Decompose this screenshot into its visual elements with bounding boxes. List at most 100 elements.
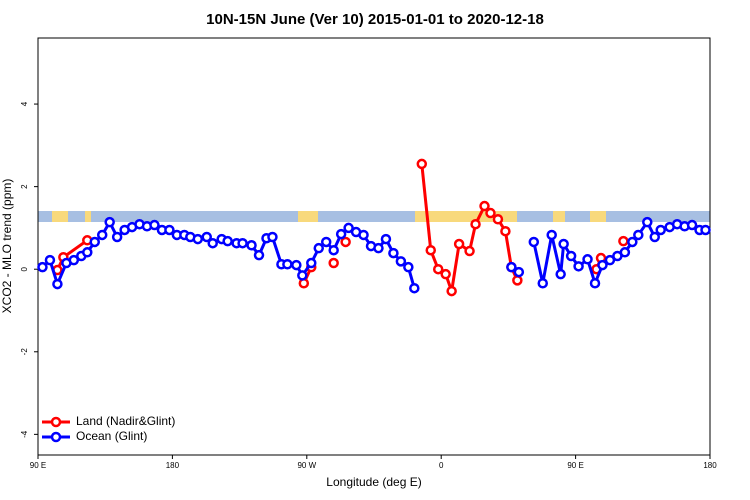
land-patch: [590, 211, 606, 222]
data-point: [96, 229, 108, 241]
data-point: [237, 237, 248, 249]
data-point: [343, 222, 354, 234]
y-tick-label: 0: [20, 266, 29, 271]
data-point: [340, 236, 351, 248]
x-tick-label: 180: [166, 461, 180, 470]
data-point: [320, 236, 332, 248]
legend-label: Ocean (Glint): [76, 429, 147, 443]
data-point: [453, 238, 465, 250]
data-point: [633, 229, 644, 241]
land-patch: [553, 211, 565, 222]
data-point: [655, 224, 666, 236]
land-patch: [415, 211, 517, 222]
y-tick-label: 2: [20, 184, 29, 189]
data-point: [409, 282, 420, 294]
y-tick-label: -4: [20, 430, 29, 438]
data-point: [111, 231, 123, 243]
data-point: [642, 216, 653, 228]
data-point: [297, 270, 308, 281]
data-point: [291, 259, 302, 271]
land-patch: [52, 211, 68, 222]
data-point: [582, 254, 593, 265]
data-point: [403, 261, 414, 273]
data-point: [282, 259, 293, 270]
data-point: [627, 236, 638, 248]
data-point: [546, 229, 557, 241]
data-point: [82, 247, 93, 258]
data-point: [485, 207, 496, 219]
data-point: [335, 228, 347, 240]
data-point: [164, 224, 175, 236]
data-point: [432, 263, 444, 275]
data-point: [380, 233, 392, 245]
x-tick-label: 90 W: [297, 461, 316, 470]
legend-marker: [50, 431, 62, 443]
data-point: [512, 275, 523, 286]
legend-marker: [50, 416, 62, 428]
data-point: [565, 250, 577, 262]
data-point: [479, 200, 490, 212]
data-point: [89, 236, 100, 248]
data-point: [649, 231, 660, 243]
data-point: [207, 237, 218, 249]
data-point: [686, 219, 698, 231]
data-point: [68, 254, 80, 266]
data-point: [44, 254, 56, 266]
land-patch: [298, 211, 318, 222]
data-point: [604, 254, 616, 266]
data-point: [700, 224, 711, 236]
data-point: [513, 266, 525, 278]
data-point: [618, 235, 629, 247]
chart-title: 10N-15N June (Ver 10) 2015-01-01 to 2020…: [206, 11, 544, 28]
data-point: [425, 244, 436, 256]
data-point: [222, 235, 233, 247]
data-point: [416, 158, 428, 170]
data-point: [440, 268, 451, 280]
data-point: [537, 277, 548, 289]
x-tick-label: 180: [703, 461, 717, 470]
x-tick-label: 0: [439, 461, 444, 470]
data-point: [558, 238, 569, 250]
y-axis-label: XCO2 - MLO trend (ppm): [0, 179, 14, 314]
data-point: [267, 231, 278, 243]
data-point: [506, 261, 517, 273]
data-point: [149, 219, 160, 231]
data-point: [388, 247, 399, 259]
data-point: [589, 277, 601, 289]
y-tick-label: -2: [20, 348, 29, 356]
x-tick-label: 90 E: [30, 461, 46, 470]
data-point: [492, 214, 504, 225]
data-point: [528, 236, 540, 248]
data-point: [192, 233, 204, 245]
data-point: [246, 240, 257, 251]
data-point: [104, 216, 115, 228]
y-tick-label: 4: [20, 101, 29, 106]
data-point: [446, 285, 457, 297]
data-point: [52, 278, 63, 290]
data-point: [328, 257, 339, 269]
data-point: [500, 225, 511, 237]
data-point: [313, 242, 324, 254]
data-point: [358, 229, 369, 241]
data-point: [37, 261, 48, 273]
data-point: [597, 259, 608, 271]
data-point: [464, 245, 475, 257]
land-mask: [38, 211, 710, 222]
data-point: [573, 261, 584, 272]
data-point: [253, 249, 265, 261]
data-point: [201, 231, 212, 243]
data-point: [555, 268, 566, 280]
legend-label: Land (Nadir&Glint): [76, 414, 175, 428]
x-tick-label: 90 E: [567, 461, 583, 470]
data-point: [306, 257, 317, 269]
x-axis-label: Longitude (deg E): [326, 475, 421, 489]
data-point: [328, 244, 339, 256]
land-patch: [85, 211, 91, 222]
data-point: [373, 242, 384, 254]
data-point: [395, 256, 407, 267]
data-point: [619, 247, 631, 258]
mask-band: [38, 211, 710, 222]
data-point: [470, 218, 481, 230]
plot-frame: [37, 37, 711, 456]
